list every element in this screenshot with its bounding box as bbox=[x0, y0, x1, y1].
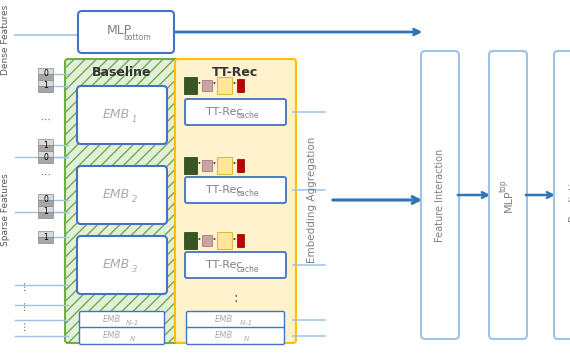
Text: TT-Rec: TT-Rec bbox=[206, 185, 242, 195]
Bar bbox=[184, 156, 197, 173]
Text: ⋯: ⋯ bbox=[41, 115, 51, 125]
Text: 1: 1 bbox=[43, 233, 48, 241]
FancyBboxPatch shape bbox=[185, 177, 286, 203]
Text: TT-Rec: TT-Rec bbox=[206, 260, 242, 270]
Text: 0: 0 bbox=[43, 153, 48, 161]
Text: 1: 1 bbox=[132, 115, 137, 125]
Text: 0: 0 bbox=[43, 69, 48, 79]
Text: MLP: MLP bbox=[504, 190, 514, 212]
Text: 0: 0 bbox=[43, 195, 48, 205]
Text: EMB: EMB bbox=[215, 331, 233, 341]
Text: ⋯: ⋯ bbox=[20, 280, 30, 290]
Text: EMB: EMB bbox=[215, 315, 233, 325]
Bar bbox=[237, 234, 244, 246]
Text: N: N bbox=[243, 336, 249, 342]
FancyBboxPatch shape bbox=[77, 236, 167, 294]
Bar bbox=[38, 145, 53, 151]
Bar bbox=[217, 156, 232, 173]
Bar bbox=[217, 76, 232, 93]
Text: cache: cache bbox=[237, 112, 259, 120]
Bar bbox=[202, 234, 212, 246]
Text: 1: 1 bbox=[43, 207, 48, 217]
FancyBboxPatch shape bbox=[79, 327, 165, 344]
Text: 1: 1 bbox=[43, 81, 48, 91]
FancyBboxPatch shape bbox=[78, 11, 174, 53]
Text: cache: cache bbox=[237, 264, 259, 274]
Text: Embedding Aggregation: Embedding Aggregation bbox=[307, 137, 317, 263]
Text: ·: · bbox=[197, 233, 201, 247]
Text: Sparse Features: Sparse Features bbox=[2, 173, 10, 246]
Bar bbox=[38, 86, 53, 92]
Text: ·: · bbox=[211, 158, 217, 172]
Bar bbox=[38, 231, 53, 237]
Bar bbox=[237, 159, 244, 171]
Text: EMB: EMB bbox=[103, 331, 121, 341]
Text: TT-Rec: TT-Rec bbox=[206, 107, 242, 117]
Text: Feature Interaction: Feature Interaction bbox=[435, 148, 445, 242]
Text: ⋯: ⋯ bbox=[20, 300, 30, 310]
Bar bbox=[38, 157, 53, 163]
FancyBboxPatch shape bbox=[186, 312, 284, 329]
Text: cache: cache bbox=[237, 189, 259, 199]
FancyBboxPatch shape bbox=[79, 312, 165, 329]
Bar bbox=[38, 80, 53, 86]
Text: EMB: EMB bbox=[103, 188, 130, 201]
Bar bbox=[38, 212, 53, 218]
Bar bbox=[38, 74, 53, 80]
Text: EMB: EMB bbox=[103, 108, 130, 121]
Text: EMB: EMB bbox=[103, 258, 130, 272]
Bar bbox=[217, 232, 232, 249]
Text: ⋯: ⋯ bbox=[20, 320, 30, 330]
Text: ·: · bbox=[197, 158, 201, 172]
Text: TT-Rec: TT-Rec bbox=[213, 67, 259, 80]
Text: 1: 1 bbox=[43, 141, 48, 149]
Text: Baseline: Baseline bbox=[92, 67, 152, 80]
Text: Dense Features: Dense Features bbox=[2, 5, 10, 75]
Text: ·: · bbox=[211, 233, 217, 247]
Bar bbox=[202, 160, 212, 171]
Text: ⋯: ⋯ bbox=[41, 170, 51, 180]
FancyBboxPatch shape bbox=[77, 86, 167, 144]
Bar bbox=[38, 206, 53, 212]
Text: ·: · bbox=[231, 78, 237, 92]
Text: N–1: N–1 bbox=[239, 320, 253, 326]
FancyBboxPatch shape bbox=[175, 59, 296, 343]
Bar bbox=[38, 68, 53, 74]
Text: EMB: EMB bbox=[103, 315, 121, 325]
Text: Prediction: Prediction bbox=[568, 169, 570, 221]
Bar bbox=[38, 237, 53, 243]
Bar bbox=[237, 79, 244, 91]
Bar bbox=[184, 76, 197, 93]
FancyBboxPatch shape bbox=[185, 252, 286, 278]
Bar bbox=[184, 232, 197, 249]
Text: :: : bbox=[233, 291, 238, 305]
Text: MLP: MLP bbox=[107, 24, 132, 37]
Text: 3: 3 bbox=[132, 266, 137, 274]
Text: ·: · bbox=[231, 233, 237, 247]
FancyBboxPatch shape bbox=[421, 51, 459, 339]
Text: top: top bbox=[499, 180, 507, 192]
FancyBboxPatch shape bbox=[489, 51, 527, 339]
FancyBboxPatch shape bbox=[554, 51, 570, 339]
Bar bbox=[38, 139, 53, 145]
FancyBboxPatch shape bbox=[65, 59, 179, 343]
Bar bbox=[38, 200, 53, 206]
Bar bbox=[38, 194, 53, 200]
Text: N: N bbox=[129, 336, 135, 342]
Text: bottom: bottom bbox=[123, 33, 151, 42]
FancyBboxPatch shape bbox=[186, 327, 284, 344]
Text: ·: · bbox=[197, 78, 201, 92]
Bar bbox=[202, 80, 212, 91]
FancyBboxPatch shape bbox=[77, 166, 167, 224]
Text: ·: · bbox=[231, 158, 237, 172]
Bar bbox=[38, 151, 53, 157]
Text: ·: · bbox=[211, 78, 217, 92]
FancyBboxPatch shape bbox=[185, 99, 286, 125]
Text: 2: 2 bbox=[132, 195, 137, 205]
Text: N–1: N–1 bbox=[125, 320, 139, 326]
